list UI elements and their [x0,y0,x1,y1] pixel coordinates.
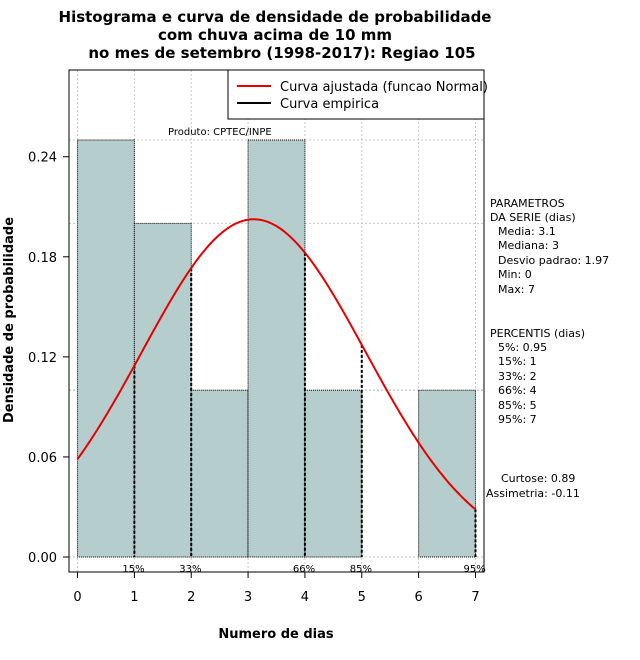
legend-box [227,69,485,120]
y-axis-title: Densidade de probabilidade [2,217,17,423]
percentile-label: 33% [179,564,201,575]
percentile-label: 15% [122,564,144,575]
x-tick-label: 7 [471,590,479,605]
y-tick-label: 0.24 [28,151,57,166]
histogram-bar [247,139,306,558]
shape-stats: Curtose: 0.89 Assimetria: -0.11 [486,472,580,500]
x-tick-label: 4 [301,590,309,605]
histogram-bar [304,389,363,558]
title-line-3: no mes de setembro (1998-2017): Regiao 1… [88,44,475,62]
percentile-line: 66%: 4 [498,384,537,397]
legend-label-empirical: Curva empirica [280,97,379,112]
parameter-line: Media: 3.1 [498,225,556,238]
percentile-markers: 15% 33% 66% 85% 95% [122,252,486,575]
normal-curve [76,218,477,511]
percentile-label: 66% [293,564,315,575]
x-axis-title: Numero de dias [218,627,334,642]
percentile-label: 95% [463,564,485,575]
histogram-bars [77,139,476,558]
y-tick-label: 0.00 [28,551,57,566]
x-tick-label: 1 [130,590,138,605]
parameter-line: Max: 7 [498,283,535,296]
title-line-1: Histograma e curva de densidade de proba… [59,8,492,26]
parameter-line: Desvio padrao: 1.97 [498,254,609,267]
histogram-bar [190,389,249,558]
x-tick-label: 3 [244,590,252,605]
x-tick-label: 2 [187,590,195,605]
parameters-heading-1: PARAMETROS [490,197,565,210]
y-tick-label: 0.12 [28,351,57,366]
x-tick-label: 0 [73,590,81,605]
x-tick-label: 5 [358,590,366,605]
parameters-panel: PARAMETROS DA SERIE (dias) Media: 3.1 Me… [490,197,609,296]
percentile-line: 95%: 7 [498,413,537,426]
histogram-bar [418,389,476,558]
histogram-bar [77,139,135,558]
legend-label-fitted: Curva ajustada (funcao Normal) [280,80,488,95]
y-tick-label: 0.06 [28,451,57,466]
x-axis: 0 1 2 3 4 5 6 7 [73,571,480,605]
kurtosis-line: Curtose: 0.89 [501,472,575,485]
percentile-line: 5%: 0.95 [498,341,547,354]
x-tick-label: 6 [414,590,422,605]
percentile-line: 33%: 2 [498,370,537,383]
histogram-bar [133,222,192,558]
parameter-line: Min: 0 [498,268,532,281]
y-axis: 0.00 0.06 0.12 0.18 0.24 [28,151,70,566]
parameter-line: Mediana: 3 [498,239,559,252]
product-label: Produto: CPTEC/INPE [168,127,272,138]
skewness-line: Assimetria: -0.11 [486,487,580,500]
percentile-line: 15%: 1 [498,355,537,368]
y-tick-label: 0.18 [28,251,57,266]
legend: Curva ajustada (funcao Normal) Curva emp… [227,69,488,120]
chart-title: Histograma e curva de densidade de proba… [59,8,492,62]
percentile-label: 85% [350,564,372,575]
parameters-heading-2: DA SERIE (dias) [490,211,576,224]
title-line-2: com chuva acima de 10 mm [158,26,392,44]
percentile-line: 85%: 5 [498,399,537,412]
percentiles-panel: PERCENTIS (dias) 5%: 0.95 15%: 1 33%: 2 … [490,327,585,426]
percentiles-heading: PERCENTIS (dias) [490,327,585,340]
